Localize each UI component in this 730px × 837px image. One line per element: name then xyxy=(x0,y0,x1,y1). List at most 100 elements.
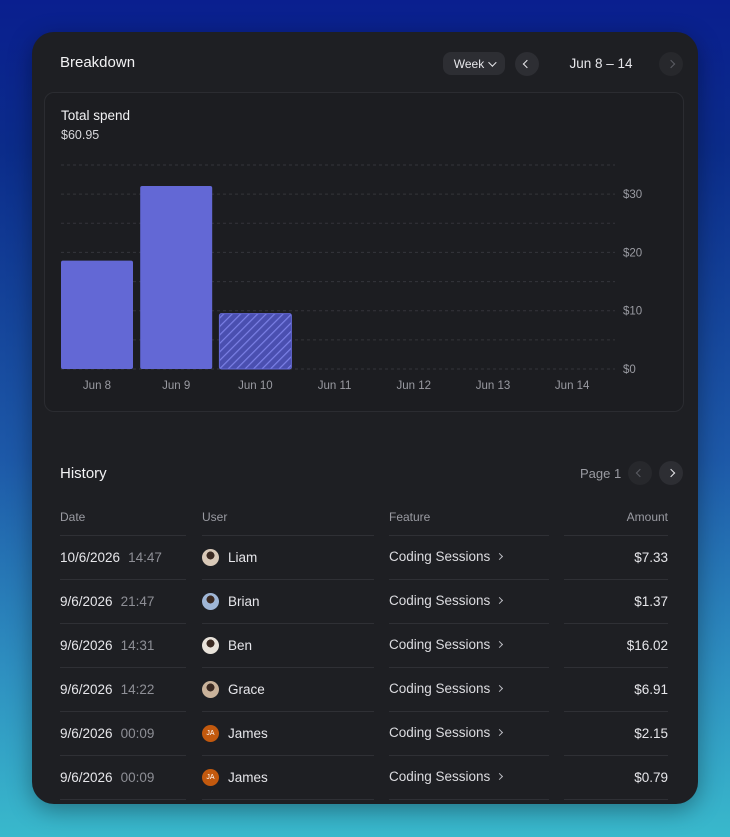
avatar: JA xyxy=(202,724,219,742)
user-cell: JA James xyxy=(202,767,268,787)
chevron-right-icon xyxy=(496,772,504,780)
date-cell: 10/6/2026 14:47 xyxy=(60,547,162,567)
row-divider xyxy=(389,711,549,712)
time-value: 14:47 xyxy=(128,549,162,565)
date-cell: 9/6/2026 21:47 xyxy=(60,591,154,611)
x-tick-label: Jun 10 xyxy=(238,380,273,392)
column-header-amount: Amount xyxy=(626,510,668,524)
user-cell: Grace xyxy=(202,679,265,699)
date-value: 9/6/2026 xyxy=(60,637,113,653)
row-divider xyxy=(202,711,374,712)
row-divider xyxy=(60,667,186,668)
user-name: Liam xyxy=(228,549,258,565)
amount-cell: $0.79 xyxy=(634,769,668,785)
page-label: Page 1 xyxy=(580,466,622,481)
time-value: 00:09 xyxy=(120,769,155,785)
amount-cell: $2.15 xyxy=(634,725,668,741)
period-select-label: Week xyxy=(453,56,485,71)
row-divider xyxy=(389,667,549,668)
chevron-right-icon xyxy=(496,596,504,604)
date-cell: 9/6/2026 00:09 xyxy=(60,723,154,743)
row-divider xyxy=(564,667,668,668)
feature-label: Coding Sessions xyxy=(389,636,491,652)
date-value: 9/6/2026 xyxy=(60,681,113,697)
feature-label: Coding Sessions xyxy=(389,548,491,564)
next-page-button[interactable] xyxy=(659,461,683,485)
feature-link[interactable]: Coding Sessions xyxy=(389,678,504,698)
row-divider xyxy=(564,623,668,624)
y-tick-label: $20 xyxy=(623,247,642,259)
amount-cell: $6.91 xyxy=(634,681,668,697)
user-cell: Brian xyxy=(202,591,260,611)
row-divider xyxy=(202,799,374,800)
row-divider xyxy=(564,711,668,712)
row-divider xyxy=(60,799,186,800)
row-divider xyxy=(60,711,186,712)
user-name: James xyxy=(228,769,268,785)
row-divider xyxy=(60,579,186,580)
period-select[interactable]: Week xyxy=(443,52,505,75)
bar-jun-10[interactable] xyxy=(218,313,292,370)
row-divider xyxy=(202,667,374,668)
header-divider xyxy=(564,535,668,536)
x-tick-label: Jun 8 xyxy=(83,380,111,392)
feature-link[interactable]: Coding Sessions xyxy=(389,546,504,566)
chevron-left-icon xyxy=(635,468,645,478)
user-name: James xyxy=(228,725,268,741)
avatar: JA xyxy=(202,768,219,786)
row-divider xyxy=(60,755,186,756)
user-cell: JA James xyxy=(202,723,268,743)
next-week-button[interactable] xyxy=(659,52,683,76)
feature-label: Coding Sessions xyxy=(389,768,491,784)
avatar xyxy=(202,636,219,654)
prev-page-button[interactable] xyxy=(628,461,652,485)
row-divider xyxy=(60,623,186,624)
header-divider xyxy=(60,535,186,536)
spend-bar-chart: $0 $10 $20 $30 Jun 8 Jun 9 Jun 10 Jun 11 Jun 12 J… xyxy=(61,164,642,392)
feature-label: Coding Sessions xyxy=(389,680,491,696)
avatar xyxy=(202,592,219,610)
row-divider xyxy=(564,579,668,580)
avatar xyxy=(202,548,219,566)
bar-jun-9[interactable] xyxy=(140,185,213,369)
chevron-right-icon xyxy=(496,552,504,560)
bar-jun-8[interactable] xyxy=(61,260,133,369)
row-divider xyxy=(564,799,668,800)
row-divider xyxy=(564,755,668,756)
date-value: 9/6/2026 xyxy=(60,769,113,785)
x-tick-label: Jun 14 xyxy=(555,380,590,392)
history-title: History xyxy=(60,465,107,482)
date-cell: 9/6/2026 14:31 xyxy=(60,635,154,655)
time-value: 00:09 xyxy=(120,725,155,741)
amount-cell: $1.37 xyxy=(634,593,668,609)
amount-cell: $16.02 xyxy=(626,637,668,653)
header-divider xyxy=(389,535,549,536)
x-tick-label: Jun 13 xyxy=(476,380,511,392)
feature-link[interactable]: Coding Sessions xyxy=(389,590,504,610)
chevron-right-icon xyxy=(496,640,504,648)
feature-link[interactable]: Coding Sessions xyxy=(389,634,504,654)
feature-link[interactable]: Coding Sessions xyxy=(389,766,504,786)
row-divider xyxy=(389,623,549,624)
feature-link[interactable]: Coding Sessions xyxy=(389,722,504,742)
feature-label: Coding Sessions xyxy=(389,592,491,608)
chart-title: Total spend xyxy=(61,108,131,123)
row-divider xyxy=(389,755,549,756)
prev-week-button[interactable] xyxy=(515,52,539,76)
column-header-feature: Feature xyxy=(389,510,431,524)
user-name: Ben xyxy=(228,637,253,653)
date-value: 9/6/2026 xyxy=(60,593,113,609)
user-cell: Ben xyxy=(202,635,252,655)
time-value: 21:47 xyxy=(120,593,155,609)
time-value: 14:31 xyxy=(120,637,155,653)
column-header-date: Date xyxy=(60,510,86,524)
date-range: Jun 8 – 14 xyxy=(569,56,633,71)
row-divider xyxy=(202,579,374,580)
y-tick-label: $30 xyxy=(623,189,642,201)
chevron-right-icon xyxy=(666,468,676,478)
x-tick-label: Jun 12 xyxy=(397,380,432,392)
avatar xyxy=(202,680,219,698)
breakdown-title: Breakdown xyxy=(60,54,136,71)
x-tick-label: Jun 9 xyxy=(162,380,190,392)
date-value: 10/6/2026 xyxy=(60,549,121,565)
